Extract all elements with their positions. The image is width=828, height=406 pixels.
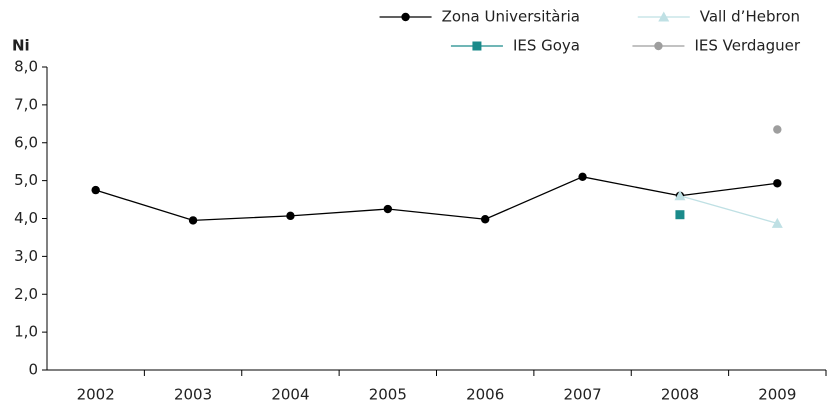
series-line: [95, 176, 778, 222]
x-tick-label: 2009: [758, 386, 796, 404]
data-point: [91, 185, 100, 195]
data-point: [286, 211, 295, 221]
y-tick-label: 2,0: [14, 285, 38, 303]
data-point: [771, 217, 783, 228]
data-point: [383, 204, 393, 214]
y-tick-label: 6,0: [14, 133, 38, 151]
legend-marker: [658, 11, 670, 22]
legend-label: IES Verdaguer: [694, 37, 800, 55]
x-tick-label: 2002: [77, 386, 115, 404]
y-axis-label: Ni: [12, 37, 30, 55]
data-point: [188, 216, 198, 225]
x-tick-label: 2003: [174, 386, 212, 404]
x-tick-label: 2004: [271, 386, 309, 404]
y-tick-label: 1,0: [14, 323, 38, 341]
data-point: [773, 179, 782, 188]
x-tick-label: 2005: [369, 386, 407, 404]
data-point: [675, 210, 685, 220]
legend-label: Zona Universitària: [442, 8, 580, 26]
legend-marker: [654, 41, 663, 51]
y-tick-label: 8,0: [14, 58, 38, 76]
legend-label: IES Goya: [513, 37, 580, 55]
legend-label: Vall d’Hebron: [700, 8, 800, 26]
data-point: [480, 215, 490, 224]
data-point: [674, 190, 686, 201]
data-point: [773, 125, 782, 134]
series-line: [679, 195, 778, 225]
y-tick-label: 4,0: [14, 209, 38, 227]
x-tick-label: 2008: [661, 386, 699, 404]
y-tick-label: 5,0: [14, 171, 38, 189]
y-tick-label: 3,0: [14, 247, 38, 265]
y-tick-label: 7,0: [14, 95, 38, 113]
legend-marker: [401, 12, 410, 22]
x-tick-label: 2007: [563, 386, 601, 404]
x-tick-label: 2006: [466, 386, 504, 404]
y-tick-label: 0: [28, 361, 38, 379]
legend-marker: [472, 41, 482, 51]
data-point: [578, 172, 587, 182]
